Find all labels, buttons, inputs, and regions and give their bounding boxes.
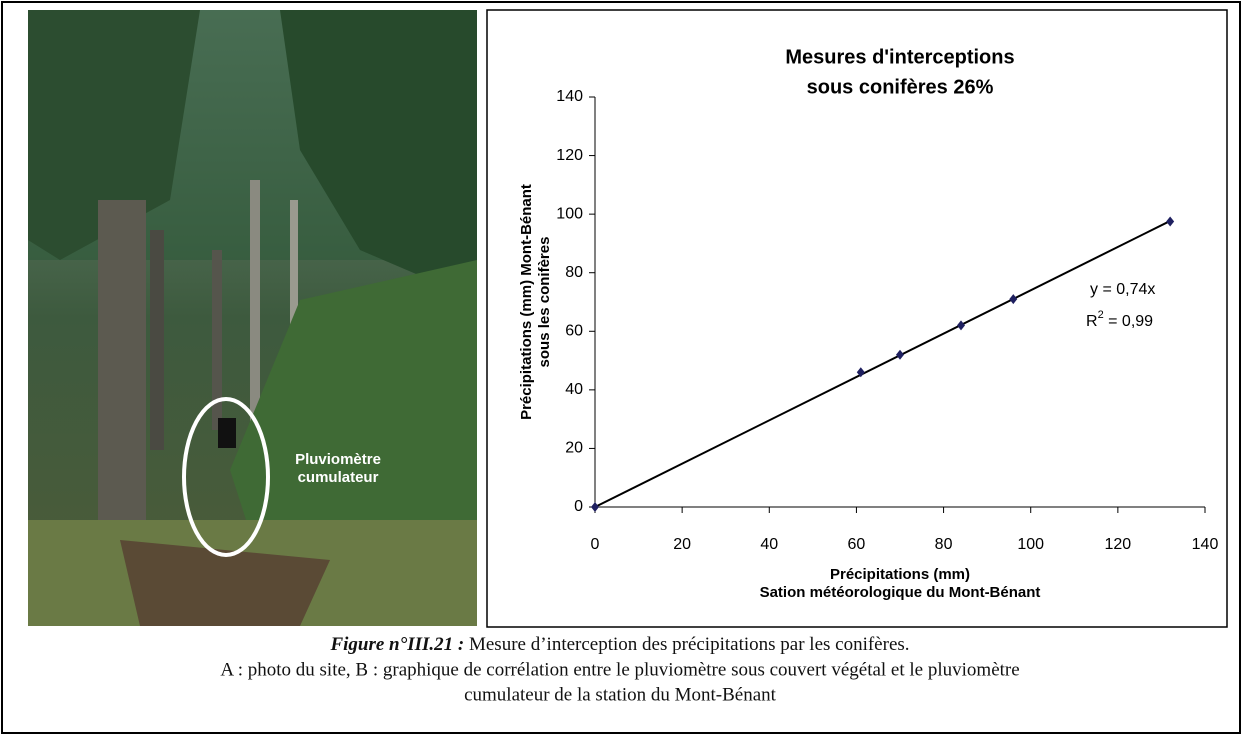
y-tick-label: 0 xyxy=(574,498,583,515)
y-axis-title: sous les conifères xyxy=(536,237,553,368)
x-axis-title: Sation météorologique du Mont-Bénant xyxy=(760,584,1041,601)
y-tick-label: 60 xyxy=(565,323,583,340)
x-tick-label: 20 xyxy=(673,536,691,553)
caption-line: A : photo du site, B : graphique de corr… xyxy=(220,659,1019,680)
chart-title: sous conifères 26% xyxy=(807,76,994,98)
trendline xyxy=(594,220,1171,508)
r-squared-part: = 0,99 xyxy=(1104,313,1153,330)
caption-line: cumulateur de la station du Mont-Bénant xyxy=(464,684,777,705)
point xyxy=(1166,216,1175,227)
chart-title: Mesures d'interceptions xyxy=(785,46,1014,68)
y-tick-label: 120 xyxy=(556,147,583,164)
x-tick-label: 120 xyxy=(1105,536,1132,553)
point xyxy=(896,349,904,360)
chart: Mesures d'interceptions sous conifères 2… xyxy=(518,46,1218,601)
y-tick-label: 40 xyxy=(565,381,583,398)
y-tick-label: 20 xyxy=(565,440,583,457)
x-axis-title: Précipitations (mm) xyxy=(830,566,970,583)
caption: Figure n°III.21 : Mesure d’interception … xyxy=(220,634,1019,705)
photo-label: cumulateur xyxy=(298,469,379,486)
photo-label: Pluviomètre xyxy=(295,451,381,468)
caption-line: Figure n°III.21 : Mesure d’interception … xyxy=(329,634,909,655)
x-tick-label: 140 xyxy=(1192,536,1219,553)
y-tick-label: 100 xyxy=(556,205,583,222)
point xyxy=(957,320,965,331)
chart-frame xyxy=(486,9,1228,628)
y-tick-label: 140 xyxy=(556,88,583,105)
r-squared-part: R xyxy=(1086,313,1098,330)
figure-number: Figure n°III.21 : xyxy=(329,634,464,655)
y-tick-label: 80 xyxy=(565,264,583,281)
figure-title: Mesure d’interception des précipitations… xyxy=(464,634,909,655)
x-tick-label: 100 xyxy=(1017,536,1044,553)
point xyxy=(591,502,599,512)
x-tick-label: 0 xyxy=(591,536,600,553)
r-squared: R2 = 0,99 xyxy=(1086,309,1153,330)
trendline-equation: y = 0,74x xyxy=(1090,281,1155,298)
r-squared-sup: 2 xyxy=(1098,309,1104,321)
point xyxy=(1009,294,1018,305)
point xyxy=(856,367,865,378)
photo: Pluviomètre cumulateur xyxy=(28,10,477,626)
x-tick-label: 80 xyxy=(935,536,953,553)
x-tick-label: 40 xyxy=(760,536,778,553)
y-axis-title: Précipitations (mm) Mont-Bénant xyxy=(518,184,535,420)
x-tick-label: 60 xyxy=(848,536,866,553)
